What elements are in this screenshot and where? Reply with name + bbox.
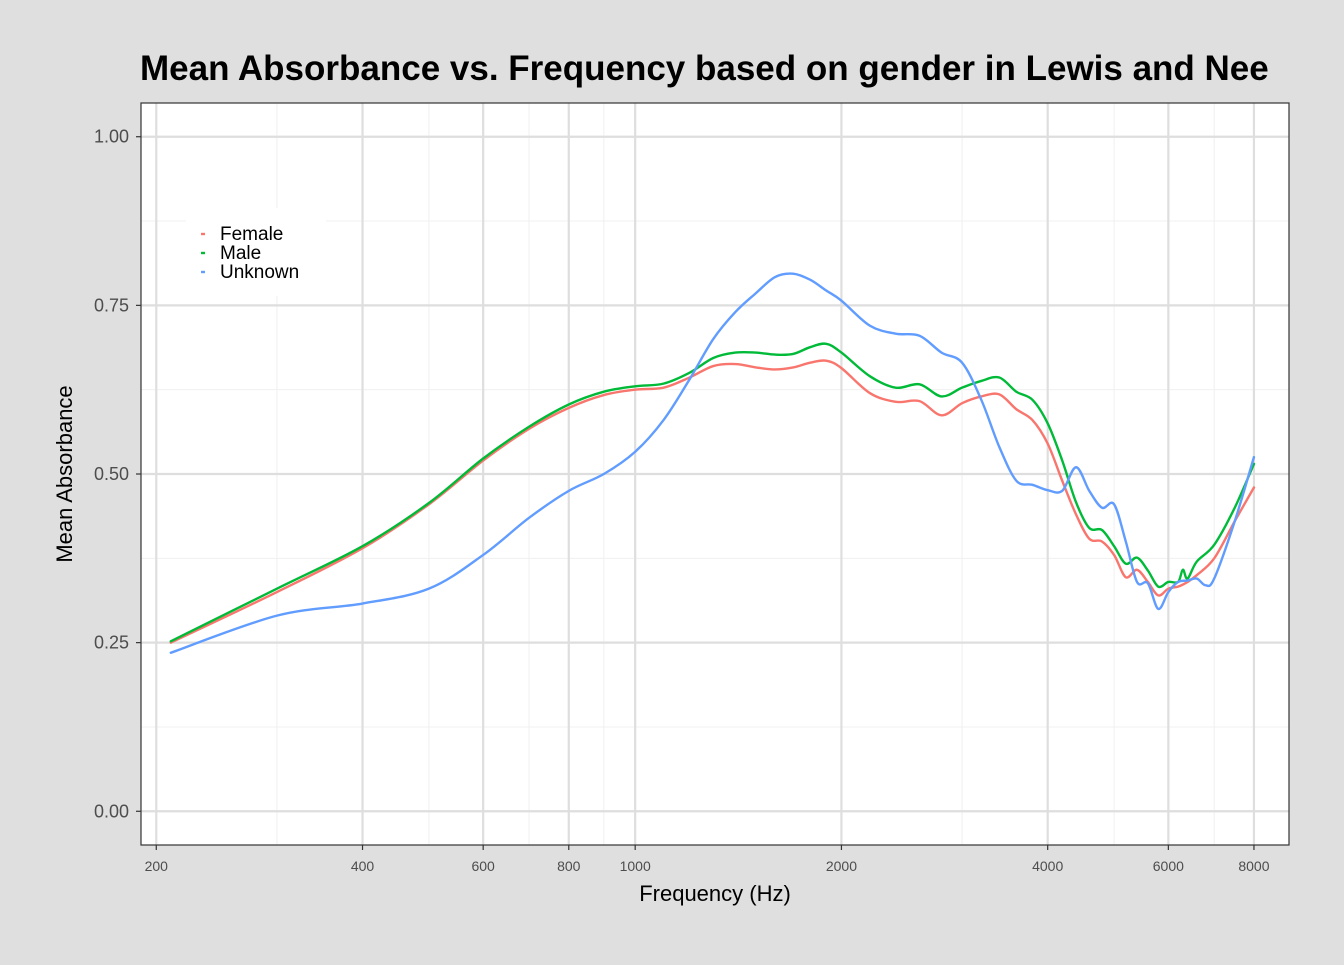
chart-title: Mean Absorbance vs. Frequency based on g… <box>140 49 1269 88</box>
y-tick-label: 1.00 <box>94 127 129 147</box>
series-line-unknown <box>169 272 1256 654</box>
legend-box <box>186 208 326 296</box>
x-tick-label: 600 <box>471 858 495 874</box>
legend-label-male: Male <box>220 243 261 264</box>
x-tick-label: 1000 <box>620 858 651 874</box>
y-tick-label: 0.75 <box>94 295 129 315</box>
y-tick-label: 0.00 <box>94 801 129 821</box>
y-tick-label: 0.25 <box>94 633 129 653</box>
axes: 200 400 600 800 1000 2000 4000 6000 8000 0.00 0.25… <box>94 127 1270 874</box>
series-lines <box>169 272 1256 654</box>
series-line-male <box>169 342 1256 643</box>
legend-label-female: Female <box>220 224 283 245</box>
x-tick-label: 4000 <box>1032 858 1063 874</box>
y-axis-title: Mean Absorbance <box>52 385 77 562</box>
x-tick-label: 200 <box>145 858 169 874</box>
x-tick-label: 800 <box>557 858 581 874</box>
grid-lines <box>141 103 1289 845</box>
x-tick-label: 400 <box>351 858 375 874</box>
x-tick-label: 6000 <box>1153 858 1184 874</box>
x-tick-label: 2000 <box>826 858 857 874</box>
x-axis-title: Frequency (Hz) <box>639 881 791 906</box>
series-line-female <box>169 359 1256 644</box>
legend-label-unknown: Unknown <box>220 262 299 283</box>
y-tick-label: 0.50 <box>94 464 129 484</box>
x-tick-label: 8000 <box>1238 858 1269 874</box>
